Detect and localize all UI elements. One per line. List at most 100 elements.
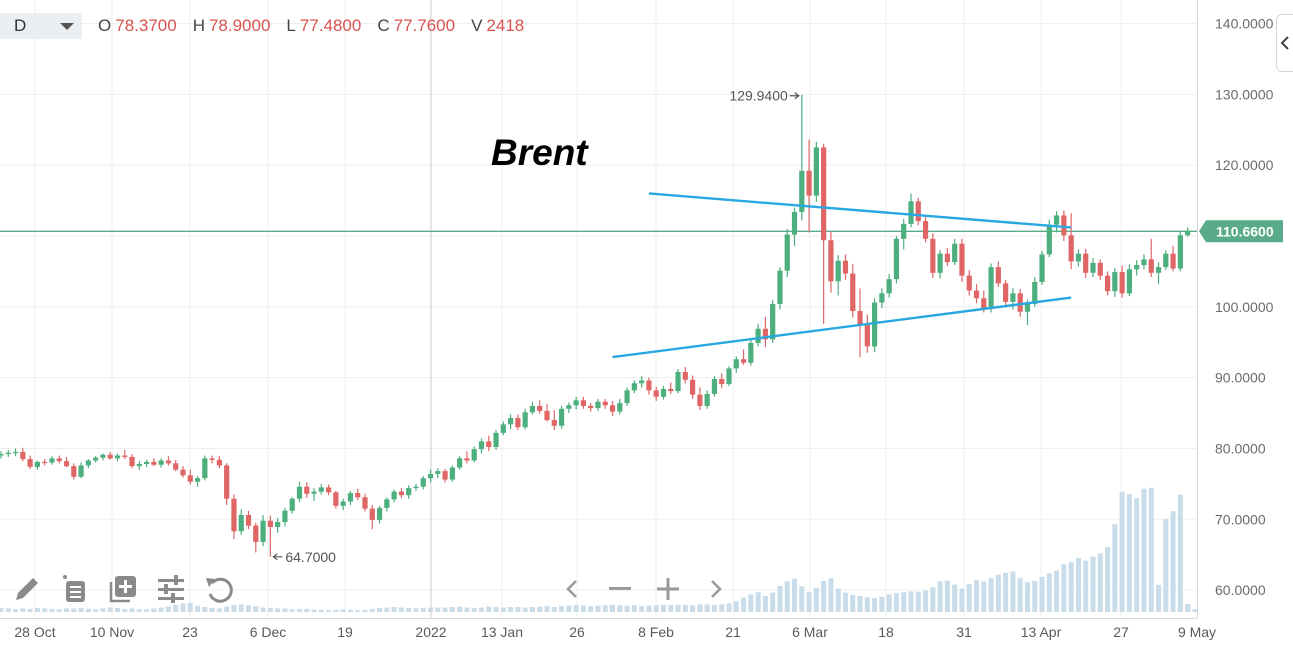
volume-bar (209, 607, 215, 612)
candle (617, 403, 623, 412)
timeframe-select[interactable]: D (0, 13, 82, 39)
candle (1032, 282, 1038, 304)
candle (522, 412, 528, 428)
volume-bar (1177, 494, 1183, 612)
candle (347, 493, 354, 502)
volume-bar (792, 578, 798, 612)
zoom-out-button[interactable] (604, 574, 636, 604)
volume-bar (1068, 562, 1074, 612)
volume-bar (1046, 573, 1052, 612)
scroll-left-button[interactable] (556, 574, 588, 604)
settings-button[interactable] (154, 572, 188, 606)
candle (1061, 215, 1067, 236)
candle (158, 460, 164, 465)
volume-bar (631, 605, 637, 612)
volume-bar (289, 609, 295, 612)
candle (209, 458, 215, 460)
collapse-panel-button[interactable] (1276, 14, 1293, 72)
volume-bar (544, 606, 550, 612)
trendline (612, 296, 1072, 359)
chevron-right-icon (711, 580, 722, 598)
candle (879, 293, 885, 303)
candle (267, 520, 273, 528)
y-tick-label: 120.0000 (1215, 157, 1274, 173)
candle (376, 507, 383, 520)
volume-bar (93, 609, 99, 612)
candle (981, 298, 987, 309)
volume-bars (0, 487, 1198, 612)
list-icon (63, 575, 85, 602)
volume-bar (428, 607, 434, 612)
candle (245, 515, 252, 526)
x-tick-label: 28 Oct (14, 624, 55, 640)
candle (588, 405, 594, 409)
draw-tool-button[interactable] (10, 572, 44, 606)
candle (646, 380, 652, 391)
volume-bar (668, 605, 674, 612)
volume-bar (151, 608, 157, 612)
candle (631, 383, 637, 391)
volume-bar (267, 607, 273, 612)
candle (231, 498, 237, 532)
add-indicator-icon (109, 576, 136, 603)
volume-bar (915, 591, 921, 612)
candle (122, 455, 128, 457)
trendlines[interactable] (612, 192, 1072, 359)
volume-bar (464, 607, 470, 612)
volume-bar (653, 605, 659, 612)
candle (835, 260, 841, 282)
candle (500, 424, 506, 433)
volume-bar (457, 606, 463, 612)
volume-bar (296, 608, 302, 612)
volume-bar (748, 594, 754, 612)
candle (478, 441, 485, 450)
high-arrow (789, 92, 800, 100)
volume-bar (944, 580, 950, 612)
candle (959, 243, 965, 276)
object-list-button[interactable] (58, 572, 92, 606)
volume-bar (813, 587, 819, 612)
candle (1083, 253, 1089, 273)
zoom-in-button[interactable] (652, 574, 684, 604)
trendline (648, 192, 1072, 229)
volume-bar (1112, 524, 1118, 612)
candle (922, 221, 929, 239)
candle (1104, 275, 1111, 292)
candle (872, 302, 878, 347)
scroll-right-button[interactable] (700, 574, 732, 604)
volume-bar (777, 585, 783, 612)
low-annotation: 64.7000 (285, 549, 336, 565)
candle (966, 275, 972, 291)
close-label: C (377, 16, 390, 35)
volume-bar (952, 584, 958, 612)
volume-bar (478, 607, 484, 612)
volume-bar (675, 604, 681, 612)
reset-button[interactable] (202, 572, 236, 606)
candle (457, 458, 463, 468)
candle (551, 420, 557, 426)
volume-bar (806, 592, 812, 612)
candle (384, 499, 390, 508)
candle (1155, 267, 1162, 273)
volume-bar (1083, 560, 1089, 612)
candle (1134, 265, 1140, 270)
add-indicator-button[interactable] (106, 572, 140, 606)
volume-bar (129, 608, 135, 612)
candle (952, 243, 958, 263)
volume-bar (253, 606, 259, 612)
volume-bar (828, 578, 834, 612)
candle (806, 170, 812, 196)
candle (755, 328, 761, 343)
candle (711, 379, 718, 394)
candle (1185, 231, 1191, 236)
candle (609, 405, 616, 412)
candle (777, 270, 783, 304)
volume-bar (246, 605, 252, 612)
settings-sliders-icon (158, 575, 184, 603)
x-tick-label: 27 (1113, 624, 1129, 640)
reset-icon (206, 577, 233, 603)
candle (813, 147, 819, 196)
volume-bar (959, 588, 965, 612)
candle (740, 359, 747, 363)
